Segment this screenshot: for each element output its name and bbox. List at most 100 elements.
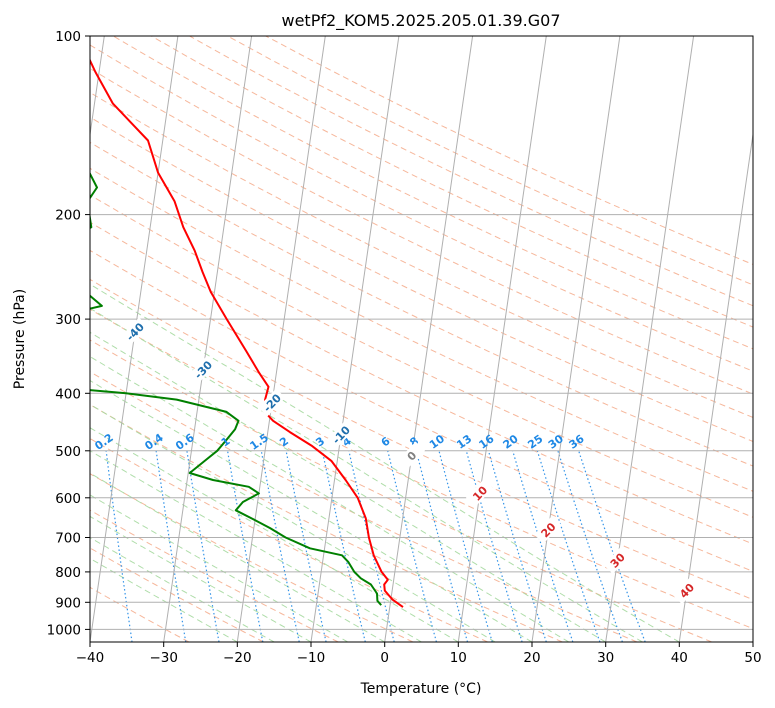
isotherm-line	[163, 36, 253, 642]
mixing-ratio-line	[227, 450, 264, 642]
dry-adiabat-line	[90, 339, 712, 642]
plot-frame	[89, 35, 754, 643]
mixing-ratio-line	[512, 450, 574, 642]
moist-adiabat-line	[90, 331, 606, 642]
dry-adiabat-line	[90, 437, 488, 642]
moist-adiabat-line	[90, 472, 385, 642]
y-tick-label: 300	[55, 312, 81, 328]
moist-adiabat-line	[90, 307, 643, 642]
dry-adiabat-line	[90, 249, 753, 572]
dry-adiabat-line	[90, 547, 264, 642]
isotherms	[90, 36, 753, 642]
y-tick-label: 800	[55, 565, 81, 581]
isotherm-label-bg	[258, 388, 286, 417]
isotherm-line	[752, 638, 753, 642]
mixing-ratio-label: 13	[454, 432, 474, 451]
dry-adiabat-line	[90, 44, 753, 372]
mixing-ratio-label: 25	[525, 432, 545, 451]
dry-adiabats	[90, 36, 753, 642]
isotherm-label: -60	[0, 231, 13, 255]
y-tick-label: 200	[55, 208, 81, 224]
mixing-ratio-label: 0.6	[173, 431, 197, 453]
y-tick-label: 900	[55, 595, 81, 611]
moist-adiabat-line	[90, 403, 496, 642]
moist-adiabat-line	[90, 355, 570, 642]
dry-adiabat-line	[90, 473, 414, 642]
isotherm-line	[605, 36, 695, 642]
mixing-ratio-label: 6	[379, 434, 393, 449]
x-axis-label: Temperature (°C)	[360, 681, 482, 697]
mixing-ratio-line	[415, 450, 469, 642]
mixing-ratio-line	[387, 450, 437, 642]
isotherm-line	[90, 36, 105, 138]
dry-adiabat-line	[90, 586, 190, 642]
x-tick-label: 50	[744, 650, 761, 666]
x-tick-label: −10	[297, 650, 326, 666]
plot-area: 0.10.20.40.611.52346810131620253036-100-…	[0, 36, 753, 642]
x-tick-label: 30	[597, 650, 614, 666]
dry-adiabat-line	[189, 36, 753, 307]
y-tick-label: 1000	[47, 622, 81, 638]
isotherm-label-bg	[603, 546, 631, 574]
chart-title: wetPf2_KOM5.2025.205.01.39.G07	[281, 11, 560, 31]
y-tick-label: 600	[55, 491, 81, 507]
dry-adiabat-line	[90, 221, 753, 545]
mixing-ratio-line	[321, 450, 366, 642]
x-tick-label: 10	[450, 650, 467, 666]
moist-adiabat-line	[90, 283, 680, 642]
isotherm-label-bg	[0, 228, 14, 256]
mixing-ratio-label: 16	[476, 432, 496, 452]
isotherm-label-bg	[397, 441, 426, 470]
y-tick-label: 100	[55, 29, 81, 45]
isotherm-label-bg	[327, 420, 355, 449]
isotherm-line	[236, 36, 326, 642]
mixing-ratio-label: 30	[546, 432, 566, 452]
y-axis-label: Pressure (hPa)	[12, 289, 28, 389]
moist-adiabat-line	[90, 515, 312, 642]
mixing-ratio-lines	[105, 450, 646, 642]
y-axis: 1000 900 800 700 600 500 400 300 200 100	[47, 29, 90, 638]
mixing-ratio-label: 20	[501, 432, 521, 452]
x-tick-label: −20	[223, 650, 252, 666]
isotherm-label-bg	[189, 355, 217, 384]
dewpoint-profile-line	[90, 171, 382, 606]
x-tick-label: 40	[671, 650, 688, 666]
mixing-ratio-line	[155, 450, 187, 642]
line-labels: 0.10.20.40.611.52346810131620253036-100-…	[0, 228, 701, 605]
dry-adiabat-line	[90, 194, 753, 518]
mixing-ratio-label: 36	[567, 432, 587, 452]
y-tick-label: 500	[55, 444, 81, 460]
dry-adiabat-line	[90, 308, 753, 630]
moist-adiabat-line	[90, 450, 422, 642]
moist-adiabat-line	[90, 536, 275, 642]
mixing-ratio-line	[578, 450, 646, 642]
isotherm-line	[531, 36, 621, 642]
isotherm-line	[457, 36, 547, 642]
moist-adiabat-line	[90, 379, 533, 642]
y-tick-label: 400	[55, 386, 81, 402]
mixing-ratio-line	[105, 450, 133, 642]
dry-adiabat-line	[90, 278, 753, 601]
x-axis: −40 −30 −20 −10 0 10 20 30 40 50	[76, 642, 762, 666]
dry-adiabat-line	[151, 36, 753, 328]
mixing-ratio-line	[465, 450, 523, 642]
mixing-ratio-line	[536, 450, 601, 642]
moist-adiabat-line	[90, 427, 459, 642]
mixing-ratio-line	[557, 450, 623, 642]
mixing-ratio-label: 0.2	[92, 431, 115, 453]
dry-adiabat-line	[90, 67, 753, 395]
mixing-ratio-line	[285, 450, 327, 642]
dry-adiabat-line	[90, 167, 753, 492]
dry-adiabat-line	[90, 91, 753, 418]
y-tick-label: 700	[55, 531, 81, 547]
x-tick-label: −40	[76, 650, 105, 666]
dry-adiabat-line	[90, 509, 339, 642]
x-tick-label: −30	[149, 650, 178, 666]
moist-adiabat-line	[90, 557, 238, 642]
mixing-ratio-line	[260, 450, 300, 642]
isotherm-label-bg	[672, 576, 701, 605]
moist-adiabats	[90, 283, 680, 642]
mixing-ratio-label: 0.4	[142, 431, 166, 453]
dry-adiabat-line	[90, 371, 638, 642]
